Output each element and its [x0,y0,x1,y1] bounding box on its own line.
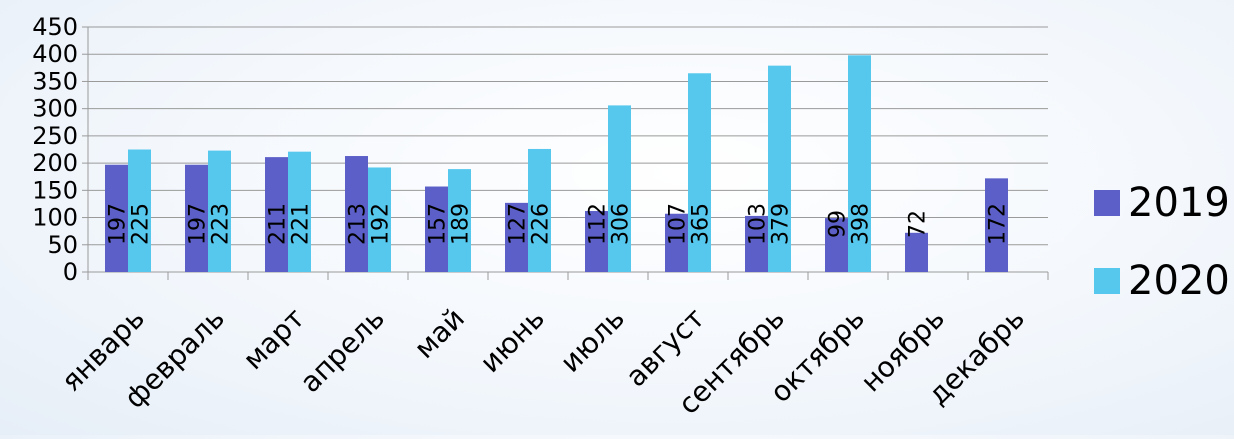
data-label-2019: 107 [666,203,691,245]
data-label-2019: 103 [746,203,771,245]
bar-2019 [825,218,848,272]
bar-2019 [425,186,448,272]
legend: 2019 2020 [1094,178,1230,334]
bar-2019 [665,213,688,272]
x-tick-label: июнь [473,302,550,379]
data-label-2019: 112 [586,203,611,245]
legend-swatch-2020 [1094,268,1120,294]
data-label-2019: 211 [266,203,291,245]
bar-2019 [505,202,528,272]
bar-2019 [265,157,288,272]
data-label-2019: 157 [426,203,451,245]
y-tick-label: 350 [32,67,78,95]
bar-2019 [105,164,128,272]
bar-2019 [985,178,1008,272]
y-tick-label: 0 [63,258,78,286]
legend-swatch-2019 [1094,190,1120,216]
data-label-2020: 226 [529,203,554,245]
bar-2020 [208,150,231,272]
bar-2020 [608,105,631,273]
bar-2019 [345,156,368,272]
data-label-2019: 213 [346,203,371,245]
data-label-2019: 172 [986,203,1011,245]
data-label-2019: 197 [106,203,131,245]
data-label-2020: 365 [689,203,714,245]
y-tick-label: 400 [32,40,78,68]
y-tick-label: 300 [32,95,78,123]
data-label-2019: 197 [186,203,211,245]
legend-label-2019: 2019 [1128,180,1230,226]
x-tick-label: июль [554,302,631,379]
bar-2020 [528,148,551,272]
data-label-2020: 192 [369,203,394,245]
data-label-2020: 306 [609,203,634,245]
bar-2019 [185,164,208,272]
data-label-2020: 379 [769,203,794,245]
bar-2020 [768,65,791,273]
bar-2020 [288,151,311,272]
data-label-2019: 72 [906,210,931,238]
data-label-2019: 99 [826,210,851,238]
bar-2019 [905,232,928,272]
bar-2020 [688,73,711,273]
data-label-2020: 398 [849,203,874,245]
data-label-2019: 127 [506,203,531,245]
data-label-2020: 189 [449,203,474,245]
data-label-2020: 221 [289,203,314,245]
bar-2020 [128,149,151,272]
legend-label-2020: 2020 [1128,258,1230,304]
data-label-2020: 223 [209,203,234,245]
x-tick-label: март [236,302,311,377]
bar-2019 [585,211,608,272]
y-tick-label: 100 [32,204,78,232]
y-tick-label: 200 [32,149,78,177]
bar-2020 [368,167,391,272]
x-tick-label: май [408,302,471,365]
data-label-2020: 225 [129,203,154,245]
bar-2019 [745,215,768,272]
bar-2020 [448,169,471,272]
y-tick-label: 50 [47,231,78,259]
y-tick-label: 450 [32,13,78,41]
y-tick-label: 150 [32,176,78,204]
legend-item-2019: 2019 [1094,178,1230,228]
x-tick-label: апрель [293,302,390,399]
legend-item-2020: 2020 [1094,256,1230,306]
bar-2020 [848,55,871,272]
y-tick-label: 250 [32,122,78,150]
